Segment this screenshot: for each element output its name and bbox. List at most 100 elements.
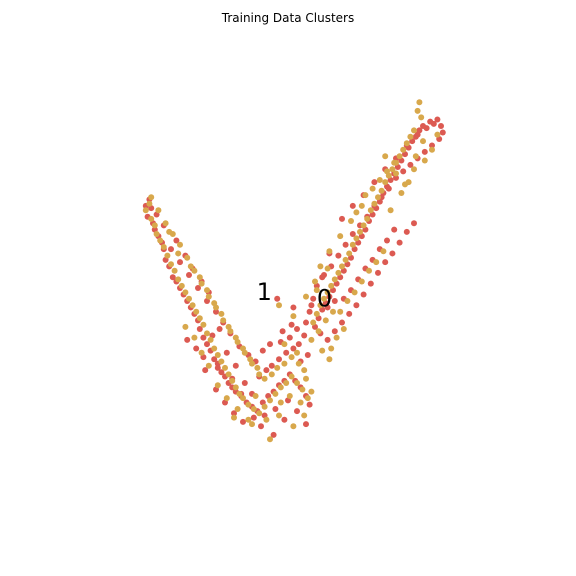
scatter-point bbox=[214, 351, 221, 358]
scatter-point bbox=[268, 362, 275, 369]
scatter-point bbox=[204, 287, 210, 294]
scatter-point bbox=[335, 269, 342, 276]
scatter-point bbox=[162, 220, 169, 227]
scatter-point bbox=[434, 131, 441, 138]
scatter-point bbox=[263, 367, 270, 374]
scatter-point bbox=[387, 207, 394, 214]
scatter-point bbox=[389, 166, 396, 173]
scatter-point bbox=[267, 436, 273, 443]
scatter-point bbox=[175, 276, 182, 283]
scatter-point bbox=[250, 405, 257, 412]
scatter-point bbox=[261, 375, 268, 382]
scatter-point bbox=[393, 174, 399, 181]
scatter-point bbox=[371, 179, 378, 186]
scatter-point bbox=[276, 302, 282, 309]
scatter-point bbox=[371, 200, 378, 207]
scatter-point bbox=[324, 289, 331, 296]
scatter-point bbox=[416, 99, 423, 106]
scatter-point bbox=[385, 185, 392, 192]
scatter-point bbox=[290, 313, 297, 320]
scatter-point bbox=[166, 228, 173, 235]
scatter-point bbox=[313, 310, 320, 317]
scatter-point bbox=[211, 356, 218, 363]
scatter-point bbox=[400, 168, 407, 175]
scatter-point bbox=[220, 317, 227, 324]
scatter-point bbox=[357, 228, 363, 235]
scatter-point bbox=[326, 248, 333, 255]
scatter-point bbox=[240, 395, 246, 402]
scatter-point bbox=[283, 349, 290, 356]
scatter-point bbox=[349, 241, 356, 248]
scatter-point bbox=[351, 289, 358, 296]
scatter-point bbox=[398, 189, 405, 196]
scatter-point bbox=[173, 237, 180, 244]
scatter-point bbox=[184, 254, 191, 261]
scatter-point bbox=[339, 215, 345, 222]
scatter-point bbox=[375, 194, 381, 201]
scatter-point bbox=[160, 243, 167, 250]
scatter-point bbox=[346, 250, 353, 257]
scatter-point bbox=[353, 209, 360, 216]
scatter-point bbox=[250, 414, 257, 421]
scatter-point bbox=[407, 161, 414, 168]
scatter-point bbox=[177, 259, 183, 266]
scatter-point bbox=[303, 421, 309, 428]
scatter-point bbox=[231, 414, 237, 421]
scatter-point bbox=[276, 412, 282, 419]
scatter-point bbox=[438, 123, 444, 129]
scatter-point bbox=[331, 297, 338, 304]
scatter-point bbox=[303, 319, 309, 326]
scatter-point bbox=[276, 356, 282, 363]
scatter-point bbox=[207, 336, 214, 343]
scatter-point bbox=[349, 202, 356, 209]
scatter-point bbox=[283, 380, 290, 387]
scatter-point bbox=[225, 323, 232, 330]
scatter-point bbox=[277, 399, 284, 406]
scatter-point bbox=[182, 289, 189, 296]
scatter-point bbox=[340, 326, 347, 333]
scatter-point bbox=[168, 261, 174, 268]
scatter-point bbox=[177, 241, 183, 248]
scatter-point bbox=[191, 267, 198, 274]
scatter-point bbox=[391, 226, 398, 233]
scatter-point bbox=[358, 202, 365, 209]
scatter-point bbox=[272, 405, 279, 412]
scatter-point bbox=[277, 384, 284, 391]
scatter-point bbox=[421, 157, 428, 164]
scatter-point bbox=[423, 125, 430, 132]
scatter-point bbox=[430, 120, 437, 127]
scatter-point bbox=[263, 416, 270, 423]
scatter-point bbox=[367, 207, 374, 214]
scatter-point bbox=[324, 265, 331, 272]
scatter-point bbox=[335, 252, 342, 259]
scatter-point bbox=[218, 310, 225, 317]
scatter-point bbox=[344, 297, 351, 304]
scatter-point bbox=[267, 397, 273, 404]
scatter-point bbox=[364, 215, 371, 222]
scatter-point bbox=[254, 364, 261, 371]
scatter-point bbox=[204, 341, 210, 348]
scatter-point bbox=[303, 375, 309, 382]
scatter-point bbox=[245, 401, 252, 408]
scatter-point bbox=[319, 347, 326, 354]
scatter-point bbox=[148, 215, 155, 222]
scatter-point bbox=[339, 319, 345, 326]
scatter-point bbox=[396, 239, 403, 246]
scatter-point bbox=[279, 328, 286, 335]
scatter-point bbox=[171, 267, 178, 274]
scatter-point bbox=[382, 153, 389, 160]
scatter-point bbox=[375, 269, 381, 276]
scatter-point bbox=[229, 377, 236, 384]
scatter-point bbox=[382, 259, 389, 266]
scatter-point bbox=[324, 336, 331, 343]
scatter-point bbox=[146, 200, 153, 207]
scatter-point bbox=[290, 345, 297, 352]
scatter-point bbox=[301, 332, 308, 339]
scatter-point bbox=[216, 326, 223, 333]
scatter-point bbox=[200, 321, 207, 328]
scatter-point bbox=[342, 241, 349, 248]
scatter-point bbox=[240, 345, 246, 352]
scatter-point bbox=[155, 207, 162, 214]
scatter-point bbox=[411, 220, 417, 227]
scatter-point bbox=[396, 153, 403, 160]
